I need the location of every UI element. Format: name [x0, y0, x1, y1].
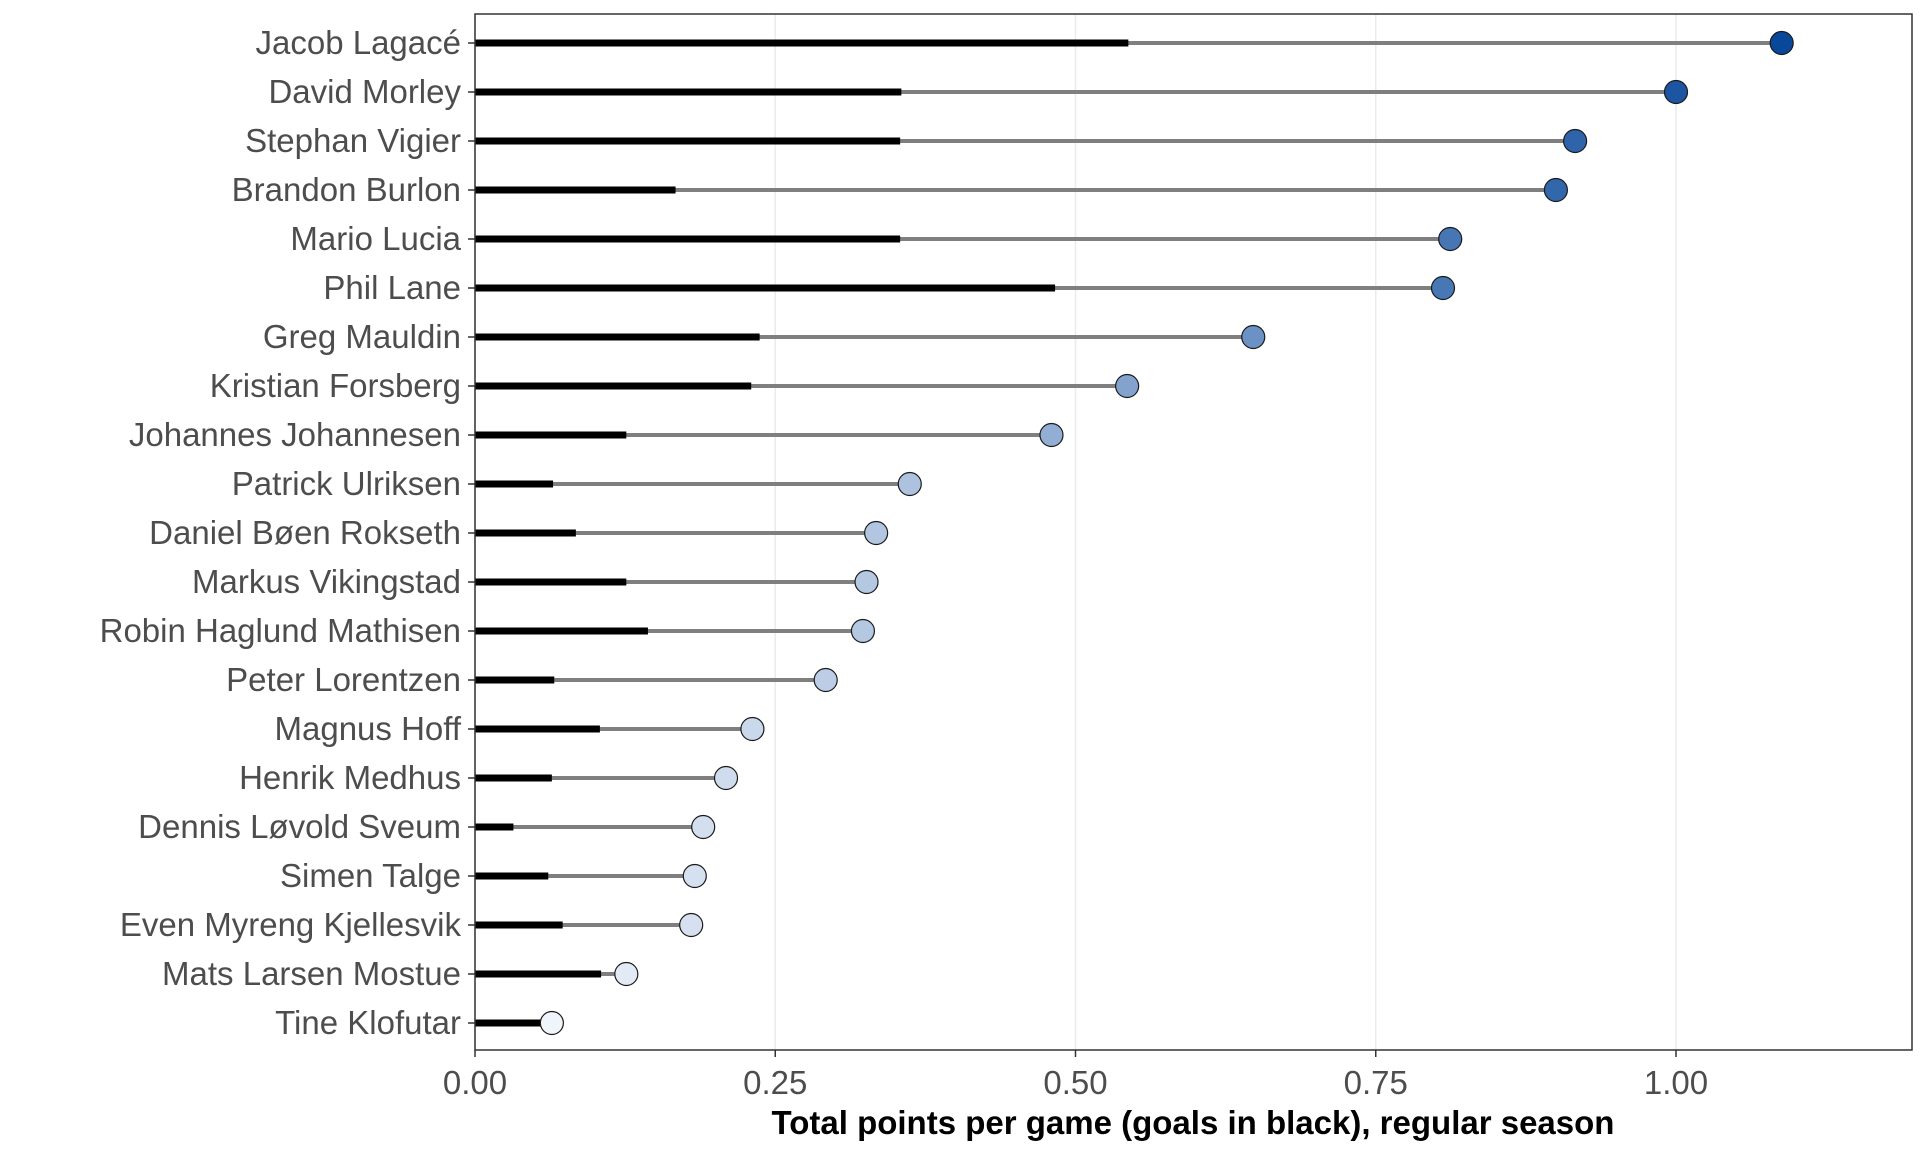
player-label: Stephan Vigier — [245, 122, 461, 159]
points-dot — [1543, 177, 1569, 203]
player-label: Peter Lorentzen — [226, 661, 461, 698]
player-label: Johannes Johannesen — [129, 416, 461, 453]
player-label: Jacob Lagacé — [256, 24, 462, 61]
points-dot — [1663, 79, 1689, 105]
player-label: Phil Lane — [323, 269, 461, 306]
points-dot — [679, 912, 704, 938]
points-dot — [1563, 128, 1588, 154]
points-dot — [1438, 226, 1463, 252]
player-label: Simen Talge — [280, 857, 461, 894]
marks-layer — [475, 30, 1794, 1036]
points-dot — [813, 667, 838, 693]
x-axis-title: Total points per game (goals in black), … — [772, 1104, 1615, 1141]
points-dot — [1039, 422, 1064, 448]
points-dot — [854, 569, 879, 595]
x-tick-label: 0.75 — [1344, 1064, 1408, 1101]
points-dot — [1115, 373, 1140, 399]
x-tick-label: 0.00 — [443, 1064, 507, 1101]
player-label: Mats Larsen Mostue — [162, 955, 461, 992]
x-tick-label: 0.50 — [1043, 1064, 1107, 1101]
player-label: Tine Klofutar — [275, 1004, 461, 1041]
points-dot — [1769, 30, 1794, 56]
y-axis-labels: Jacob Lagacé David Morley Stephan Vigier Br… — [100, 24, 475, 1041]
points-dot — [713, 765, 739, 791]
player-label: Brandon Burlon — [232, 171, 461, 208]
points-dot — [614, 961, 639, 987]
player-label: Kristian Forsberg — [210, 367, 461, 404]
points-dot — [682, 863, 707, 889]
player-label: David Morley — [268, 73, 461, 110]
panel-border — [474, 13, 1913, 1051]
player-label: Markus Vikingstad — [192, 563, 461, 600]
player-label: Magnus Hoff — [275, 710, 462, 747]
player-label: Robin Haglund Mathisen — [100, 612, 461, 649]
player-label: Dennis Løvold Sveum — [138, 808, 461, 845]
x-tick-label: 1.00 — [1644, 1064, 1708, 1101]
points-dot — [1241, 324, 1266, 350]
points-dot — [850, 618, 876, 644]
points-dot — [539, 1010, 564, 1036]
x-tick-label: 0.25 — [743, 1064, 807, 1101]
player-label: Mario Lucia — [290, 220, 461, 257]
points-dot — [864, 520, 889, 546]
points-dot — [740, 716, 765, 742]
player-label: Daniel Bøen Rokseth — [149, 514, 461, 551]
points-dot — [691, 814, 716, 840]
points-dot — [1430, 275, 1456, 301]
player-label: Greg Mauldin — [263, 318, 461, 355]
player-label: Even Myreng Kjellesvik — [120, 906, 462, 943]
player-label: Patrick Ulriksen — [232, 465, 461, 502]
points-dot — [897, 471, 922, 497]
x-axis: 0.00 0.25 0.50 0.75 1.00 — [443, 1050, 1708, 1101]
player-label: Henrik Medhus — [239, 759, 461, 796]
